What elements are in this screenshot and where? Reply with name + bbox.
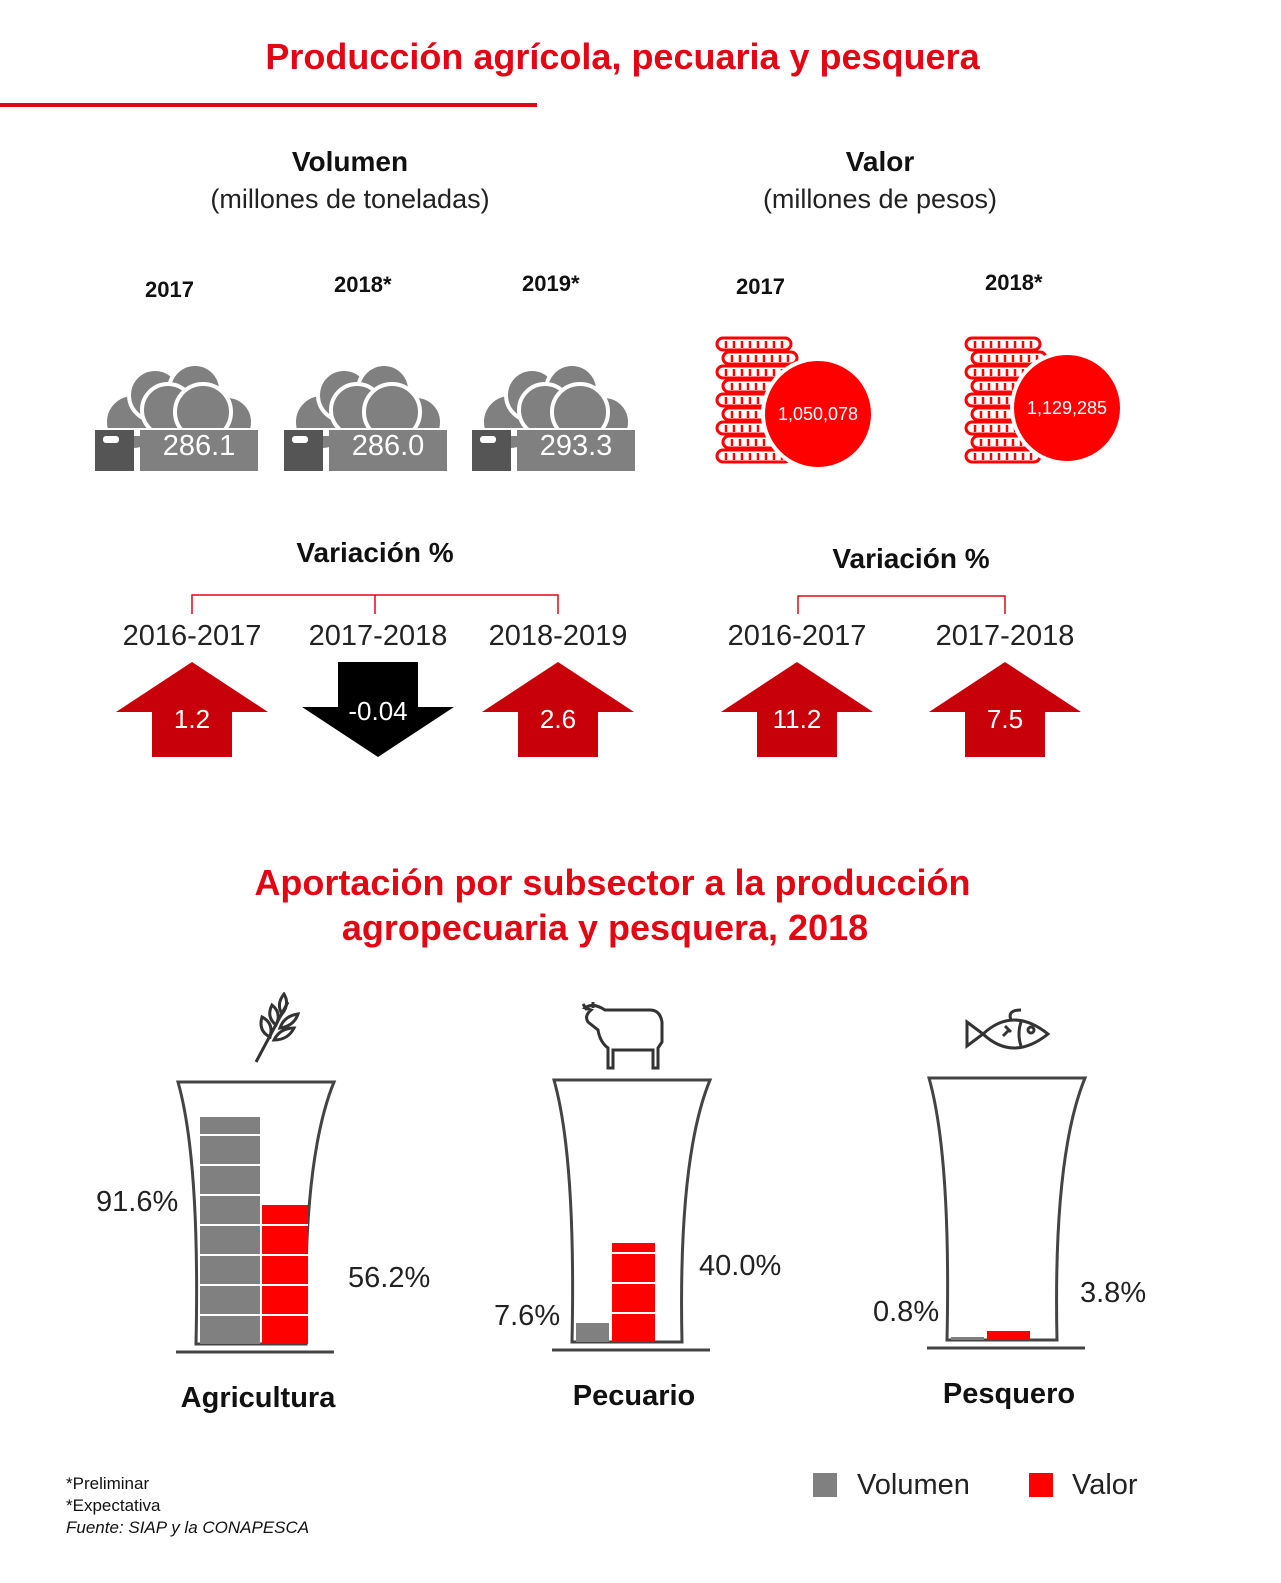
- variation-period: 2017-2018: [308, 620, 448, 652]
- legend-volumen-swatch: [813, 1473, 837, 1497]
- valor-year-label: 2018*: [985, 270, 1043, 295]
- volumen-year-label: 2018*: [334, 272, 392, 297]
- valor-heading: Valor: [845, 146, 915, 177]
- volumen-year-label: 2017: [145, 277, 194, 302]
- category-label: Pesquero: [942, 1378, 1076, 1410]
- fish-icon: [965, 1008, 1051, 1050]
- label-valor-pecuario: 40.0%: [699, 1250, 782, 1282]
- arrow-up-icon: [929, 662, 1081, 757]
- volumen-unit: (millones de toneladas): [210, 184, 490, 214]
- bar-valor-agricultura: [262, 1204, 308, 1344]
- bar-valor-pecuario: [612, 1242, 655, 1342]
- vase-outline: [927, 1076, 1088, 1350]
- legend-valor-swatch: [1029, 1473, 1053, 1497]
- label-volumen-agricultura: 91.6%: [96, 1186, 179, 1218]
- volumen-variation-title: Variación %: [296, 537, 454, 568]
- variation-value: 7.5: [986, 704, 1024, 734]
- volumen-value: 286.0: [351, 430, 425, 462]
- valor-unit: (millones de pesos): [762, 184, 998, 214]
- label-valor-pesquero: 3.8%: [1080, 1277, 1147, 1309]
- arrow-up-icon: [482, 662, 634, 757]
- variation-value: 2.6: [539, 704, 577, 734]
- variation-value: 11.2: [772, 704, 822, 734]
- variation-value: 1.2: [173, 704, 211, 734]
- legend-valor-label: Valor: [1072, 1469, 1138, 1501]
- bar-valor-pesquero: [987, 1330, 1030, 1340]
- variation-brackets: [191, 594, 1006, 614]
- variation-period: 2018-2019: [488, 620, 628, 652]
- label-volumen-pecuario: 7.6%: [494, 1300, 561, 1332]
- bar-volumen-agricultura: [200, 1116, 260, 1344]
- arrow-down-icon: [302, 662, 454, 757]
- volumen-value: 293.3: [539, 430, 613, 462]
- subsector-title-line2: agropecuaria y pesquera, 2018: [341, 907, 869, 948]
- produce-crate-icon: [95, 362, 260, 471]
- vase-outline: [552, 1078, 713, 1352]
- arrow-up-icon: [116, 662, 268, 757]
- volumen-heading: Volumen: [291, 146, 409, 177]
- produce-crate-icon: [284, 362, 449, 471]
- arrow-shape: [116, 662, 268, 757]
- variation-period: 2016-2017: [727, 620, 867, 652]
- arrow-shape: [302, 662, 454, 757]
- valor-variation-title: Variación %: [832, 543, 990, 574]
- footnote-source: Fuente: SIAP y la CONAPESCA: [66, 1518, 310, 1537]
- produce-crate-icon: [472, 362, 637, 471]
- variation-period: 2016-2017: [122, 620, 262, 652]
- bar-volumen-pesquero: [951, 1337, 984, 1340]
- variation-period: 2017-2018: [935, 620, 1075, 652]
- category-label: Pecuario: [572, 1380, 696, 1412]
- footnote-preliminar: *Preliminar: [66, 1474, 150, 1493]
- label-volumen-pesquero: 0.8%: [873, 1296, 940, 1328]
- bar-volumen-pecuario: [576, 1323, 609, 1342]
- arrow-up-icon: [721, 662, 873, 757]
- label-valor-agricultura: 56.2%: [348, 1262, 431, 1294]
- vase-outline: [176, 1080, 337, 1354]
- footnote-expectativa: *Expectativa: [66, 1496, 161, 1515]
- arrow-shape: [929, 662, 1081, 757]
- wheat-icon: [254, 992, 301, 1063]
- arrow-shape: [482, 662, 634, 757]
- valor-value-badge: 1,050,078: [761, 357, 875, 471]
- arrow-shape: [721, 662, 873, 757]
- valor-value-badge: 1,129,285: [1010, 351, 1124, 465]
- legend-volumen-label: Volumen: [857, 1469, 970, 1501]
- volumen-value: 286.1: [162, 430, 236, 462]
- main-title: Producción agrícola, pecuaria y pesquera: [265, 36, 980, 77]
- variation-value: -0.04: [348, 696, 408, 726]
- cow-icon: [581, 1002, 664, 1070]
- subsector-title-line1: Aportación por subsector a la producción: [254, 862, 971, 903]
- volumen-year-label: 2019*: [522, 271, 580, 296]
- category-label: Agricultura: [180, 1382, 336, 1414]
- title-underline: [0, 103, 537, 107]
- valor-year-label: 2017: [736, 274, 785, 299]
